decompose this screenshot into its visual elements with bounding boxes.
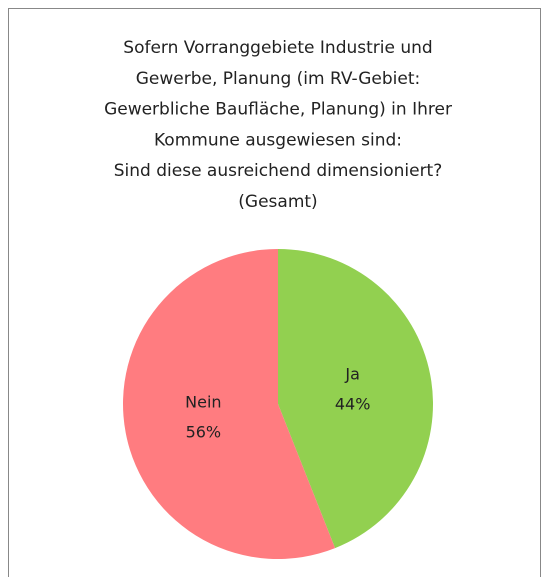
chart-title: Sind diese ausreichend dimensioniert? <box>114 161 443 181</box>
pie-slice <box>278 249 433 549</box>
slice-value-label: 56% <box>186 423 222 442</box>
chart-title: Gewerbe, Planung (im RV-Gebiet: <box>136 69 421 89</box>
chart-title: Gewerbliche Baufläche, Planung) in Ihrer <box>104 100 452 120</box>
slice-label: Ja <box>344 364 360 383</box>
chart-title: Sofern Vorranggebiete Industrie und <box>123 38 432 58</box>
chart-title: (Gesamt) <box>238 192 317 212</box>
slice-value-label: 44% <box>335 394 371 413</box>
slice-label: Nein <box>185 393 221 412</box>
chart-title: Kommune ausgewiesen sind: <box>154 130 402 150</box>
pie-slice <box>122 249 336 560</box>
